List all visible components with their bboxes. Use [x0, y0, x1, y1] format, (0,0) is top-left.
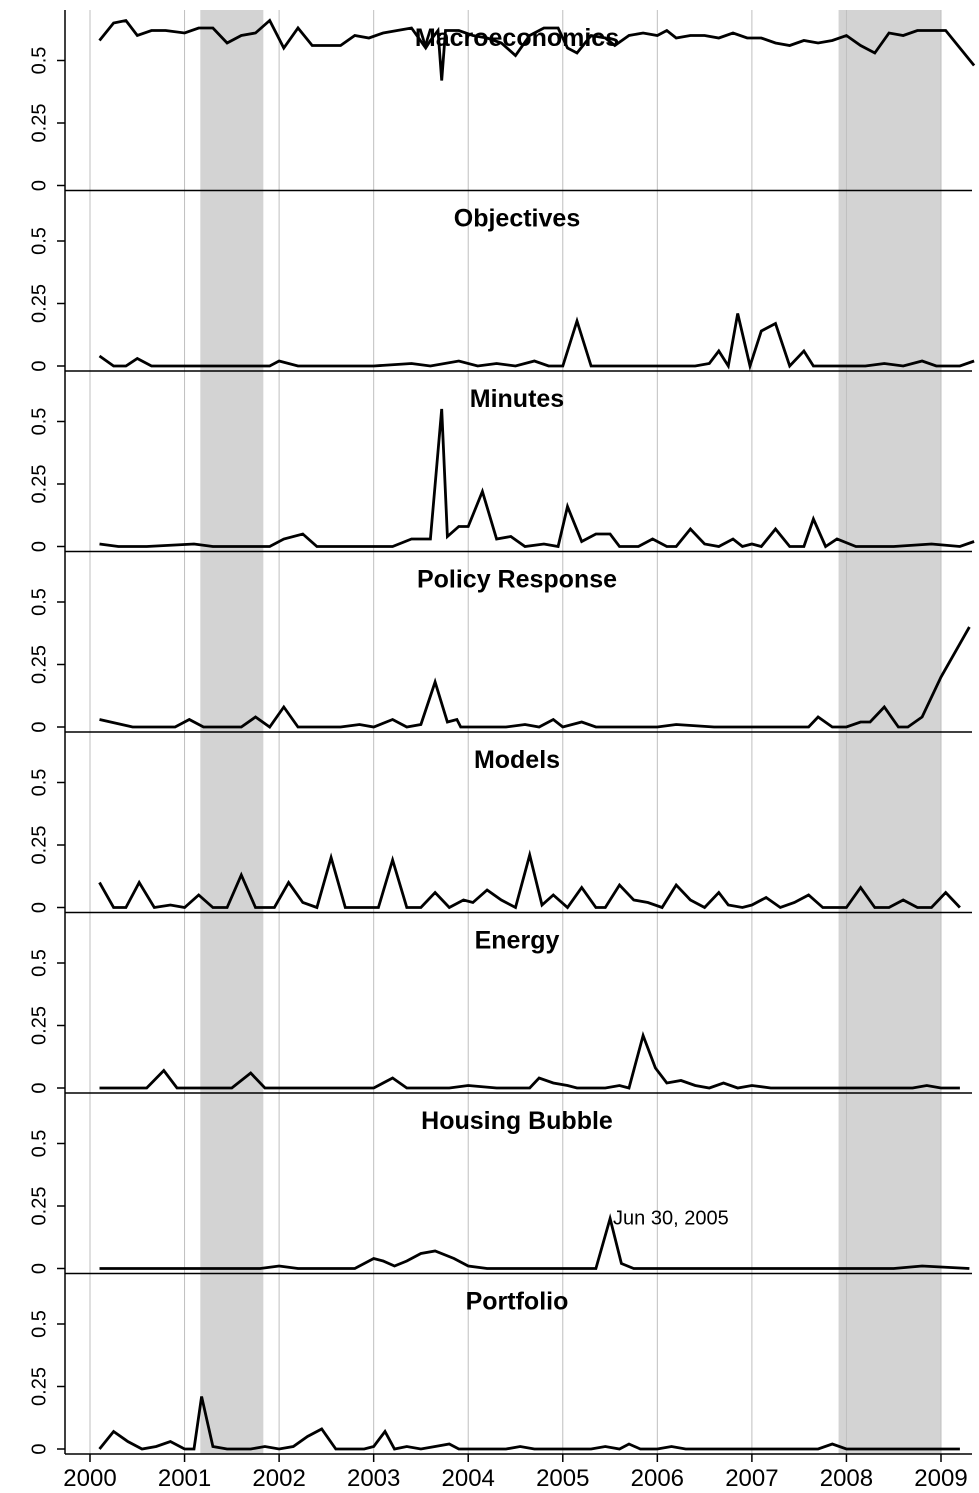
y-tick-label: 0 — [28, 1263, 50, 1274]
y-tick-label: 0 — [28, 180, 50, 191]
series-line-minutes — [99, 408, 975, 549]
series-line-macroeconomics — [98, 18, 976, 81]
y-tick-label: 0 — [28, 1082, 50, 1093]
panel-portfolio: 0 0.25 0.5 Portfolio — [28, 1288, 972, 1455]
y-tick-label: 0 — [28, 1443, 50, 1454]
series-line-housing-bubble — [99, 1213, 970, 1270]
y-tick-label: 0.5 — [28, 227, 50, 255]
series-line-policy-response — [99, 626, 971, 729]
x-tick-label-2007: 2007 — [725, 1465, 778, 1492]
panel-title-portfolio: Portfolio — [466, 1288, 569, 1316]
y-tick-label: 0.25 — [28, 284, 50, 323]
x-tick-label-2009: 2009 — [914, 1465, 967, 1492]
panel-policy-response: 0 0.25 0.5 Policy Response — [28, 566, 972, 733]
y-tick-label: 0.5 — [28, 588, 50, 616]
y-tick-label: 0.25 — [28, 1187, 50, 1226]
x-tick-label-2002: 2002 — [252, 1465, 305, 1492]
x-tick-label-2006: 2006 — [631, 1465, 684, 1492]
panel-housing-bubble: 0 0.25 0.5 Housing Bubble Jun 30, 2005 — [28, 1107, 972, 1275]
panel-title-policy-response: Policy Response — [417, 566, 617, 594]
panel-title-energy: Energy — [475, 927, 560, 955]
panel-energy: 0 0.25 0.5 Energy — [28, 927, 972, 1094]
x-tick-label-2008: 2008 — [820, 1465, 873, 1492]
panel-objectives: 0 0.25 0.5 Objectives — [28, 205, 975, 372]
panel-title-macroeconomics: Macroeconomics — [415, 24, 619, 52]
y-tick-label: 0 — [28, 360, 50, 371]
y-tick-label: 0.25 — [28, 1006, 50, 1045]
y-tick-label: 0 — [28, 721, 50, 732]
y-tick-label: 0.25 — [28, 465, 50, 504]
y-tick-label: 0.25 — [28, 104, 50, 143]
y-tick-label: 0 — [28, 902, 50, 913]
x-tick-label-2004: 2004 — [442, 1465, 495, 1492]
panel-title-minutes: Minutes — [470, 385, 564, 413]
panel-title-models: Models — [474, 746, 560, 774]
x-tick-label-2001: 2001 — [158, 1465, 211, 1492]
panel-macroeconomics: 0 0.25 0.5 Macroeconomics — [28, 18, 976, 192]
series-line-models — [98, 849, 961, 910]
y-tick-label: 0.25 — [28, 826, 50, 865]
panel-models: 0 0.25 0.5 Models — [28, 746, 972, 914]
y-tick-label: 0.5 — [28, 1310, 50, 1338]
panel-title-objectives: Objectives — [454, 205, 580, 233]
series-line-energy — [99, 1030, 960, 1090]
x-tick-label-2005: 2005 — [536, 1465, 589, 1492]
series-line-portfolio — [98, 1396, 960, 1451]
series-line-objectives — [98, 313, 975, 372]
y-tick-label: 0.5 — [28, 949, 50, 977]
y-tick-label: 0.5 — [28, 1130, 50, 1158]
y-tick-label: 0.25 — [28, 645, 50, 684]
y-tick-label: 0.5 — [28, 47, 50, 75]
y-tick-label: 0.5 — [28, 408, 50, 436]
x-tick-label-2003: 2003 — [347, 1465, 400, 1492]
annotation-label: Jun 30, 2005 — [613, 1208, 729, 1230]
panel-title-housing-bubble: Housing Bubble — [421, 1107, 613, 1135]
x-tick-label-2000: 2000 — [63, 1465, 116, 1492]
y-tick-label: 0.25 — [28, 1367, 50, 1406]
y-tick-label: 0 — [28, 541, 50, 552]
y-tick-label: 0.5 — [28, 769, 50, 797]
panel-minutes: 0 0.25 0.5 Minutes — [28, 385, 975, 553]
